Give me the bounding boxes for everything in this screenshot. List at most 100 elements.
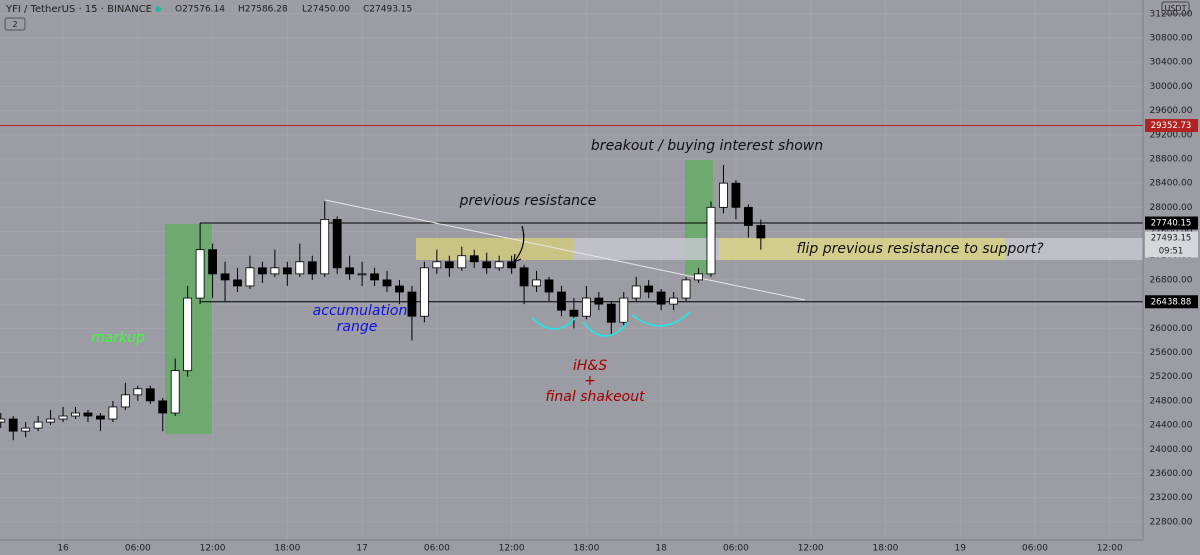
candle-body — [656, 291, 666, 305]
candle-body — [282, 267, 292, 275]
candle-body — [357, 273, 367, 276]
ohlc-low: L27450.00 — [302, 5, 350, 15]
candle-body — [120, 394, 130, 408]
annotation: breakout / buying interest shown — [591, 138, 823, 154]
candle-body — [382, 279, 392, 287]
y-tick-label: 30400.00 — [1150, 58, 1193, 68]
candle-body — [469, 255, 479, 263]
annotation: iH&S — [573, 358, 607, 374]
y-tick-label: 28400.00 — [1150, 179, 1193, 189]
candle-body — [33, 421, 43, 429]
candle-body — [444, 261, 454, 269]
x-tick-label: 06:00 — [723, 544, 749, 554]
x-tick-label: 06:00 — [424, 544, 450, 554]
status-dot — [155, 6, 161, 12]
y-tick-label: 25600.00 — [1150, 348, 1193, 358]
annotation: + — [584, 373, 596, 389]
y-tick-label: 22800.00 — [1150, 517, 1193, 527]
y-tick-label: 24000.00 — [1150, 445, 1193, 455]
candle-body — [46, 418, 55, 423]
x-tick-label: 18 — [655, 544, 667, 554]
candle-body — [606, 303, 616, 323]
x-tick-label: 17 — [356, 544, 367, 554]
candle-body — [208, 249, 217, 275]
candle-body — [158, 400, 168, 414]
x-tick-label: 06:00 — [1022, 544, 1048, 554]
candle-body — [619, 297, 629, 323]
support-zone — [719, 238, 1005, 260]
candle-body — [494, 261, 504, 269]
x-tick-label: 12:00 — [1097, 544, 1123, 554]
candle-body — [569, 309, 579, 317]
price-label-box — [1145, 295, 1198, 309]
y-tick-label: 29200.00 — [1150, 130, 1193, 140]
countdown: 09:51 — [1159, 246, 1184, 256]
candle-body — [644, 285, 654, 293]
candle-body — [8, 418, 18, 432]
candle-body — [108, 406, 118, 420]
candle-body — [332, 219, 342, 269]
candle-body — [719, 182, 728, 208]
price-label-box — [1145, 119, 1198, 133]
trend-line — [324, 199, 806, 301]
candle-body — [195, 249, 205, 299]
candle-body — [544, 279, 554, 293]
candle-body — [519, 267, 529, 287]
currency-box — [1161, 1, 1190, 15]
ihs-left-shoulder — [531, 317, 576, 330]
arrow — [513, 225, 525, 263]
x-tick-label: 12:00 — [200, 544, 226, 554]
symbol: YFI / TetherUS · 15 · BINANCE — [5, 4, 152, 15]
y-tick-label: 30000.00 — [1150, 82, 1193, 92]
y-tick-label: 23200.00 — [1150, 493, 1193, 503]
price-label-box — [1145, 216, 1198, 230]
candle-body — [395, 285, 404, 293]
candle-body — [557, 291, 566, 311]
y-tick-label: 25200.00 — [1150, 372, 1193, 382]
y-tick-label: 26800.00 — [1150, 275, 1193, 285]
price-label: 27740.15 — [1151, 219, 1192, 229]
last-price-box — [1145, 231, 1198, 258]
candle-body — [0, 418, 6, 423]
resistance-zone — [416, 238, 573, 260]
annotation: flip previous resistance to support? — [796, 241, 1044, 257]
y-tick-label: 23600.00 — [1150, 469, 1193, 479]
axes: 22800.00 23200.00 23600.00 24000.00 24400.00… — [57, 9, 1198, 554]
candle-body — [320, 219, 330, 275]
badge-box[interactable] — [4, 17, 26, 31]
candle-body — [183, 297, 193, 372]
x-tick-label: 16 — [57, 544, 69, 554]
candles — [0, 165, 766, 441]
candle-body — [245, 267, 255, 287]
candle-body — [756, 225, 766, 239]
candle-body — [594, 297, 604, 305]
candle-body — [71, 412, 80, 417]
candle-body — [133, 388, 143, 396]
ihs-head — [582, 321, 629, 337]
candle-body — [345, 267, 355, 275]
ihs-right-shoulder — [631, 311, 691, 327]
annotation: final shakeout — [545, 389, 645, 405]
candle-body — [731, 182, 741, 208]
candle-body — [96, 415, 105, 420]
annotation: range — [337, 319, 378, 335]
y-tick-label: 24400.00 — [1150, 421, 1193, 431]
candle-body — [681, 279, 691, 299]
annotation: accumulation — [313, 303, 408, 319]
y-tick-label: 24800.00 — [1150, 396, 1193, 406]
ohlc-close: C27493.15 — [363, 5, 412, 15]
y-tick-label: 28000.00 — [1150, 203, 1193, 213]
y-tick-label: 26000.00 — [1150, 324, 1193, 334]
annotation: previous resistance — [459, 193, 597, 209]
badge[interactable]: 2 — [12, 20, 17, 29]
x-tick-label: 18:00 — [872, 544, 898, 554]
x-tick-label: 18:00 — [573, 544, 599, 554]
candle-body — [170, 370, 180, 414]
price-label: 29352.73 — [1151, 121, 1192, 131]
price-label: 26438.88 — [1151, 297, 1192, 307]
candle-body — [432, 261, 442, 269]
candle-body — [407, 291, 417, 317]
candle-body — [669, 297, 679, 305]
last-price: 27493.15 — [1151, 233, 1192, 243]
candle-body — [58, 415, 68, 420]
